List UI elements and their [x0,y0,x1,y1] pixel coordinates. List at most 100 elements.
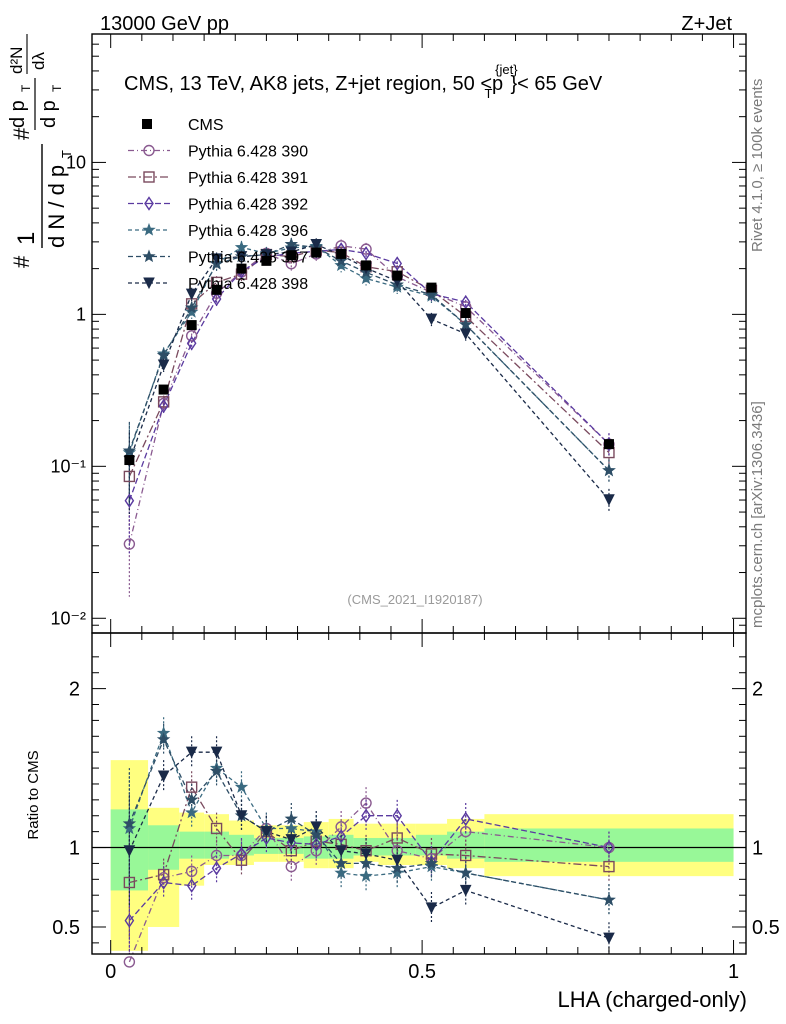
marker-triangle [185,288,198,301]
legend-item-cms: CMS [142,117,224,134]
cms-data-point [311,247,322,258]
marker-triangle [391,854,404,867]
marker-circle [335,821,347,833]
legend-label-cms: CMS [188,117,224,134]
marker-triangle [310,821,323,833]
marker-diamond [124,913,135,928]
marker-diamond [211,291,222,307]
marker-triangle [123,845,136,857]
marker-square [460,849,472,862]
marker-star [458,865,473,879]
marker-triangle [425,902,438,915]
marker-star [142,249,156,263]
ratio-y-axis-label: Ratio to CMS [25,750,42,839]
legend-item-series: Pythia 6.428 397 [128,249,308,267]
chart-title: CMS, 13 TeV, AK8 jets, Z+jet region, 50 … [124,62,603,101]
marker-star [284,811,299,825]
marker-triangle [210,253,223,265]
marker-star [122,443,137,457]
x-tick-label: 0.5 [408,961,436,983]
marker-diamond [186,878,197,893]
marker-star [122,816,137,830]
axes: 10⁻² 10⁻¹ 1 10 0.5 0.5 1 1 2 2 0 0.5 1 [50,33,780,983]
marker-triangle [603,494,615,506]
marker-star [359,271,373,285]
legend-item-series: Pythia 6.428 392 [128,196,308,214]
cms-data-point [124,455,135,466]
marker-diamond [361,808,371,824]
marker-diamond [124,493,135,508]
marker-triangle [185,746,198,759]
marker-diamond [158,398,169,414]
chart-title-main: CMS, 13 TeV, AK8 jets, Z+jet region, 50 … [124,73,492,95]
cms-data-point [361,260,372,271]
marker-diamond [392,808,403,824]
marker-star [142,222,156,236]
series-line-main [128,243,610,501]
series-line-ratio [128,737,610,901]
marker-star [309,827,323,841]
marker-triangle [285,834,298,846]
header-left-label: 13000 GeV pp [100,13,229,35]
y-label-d2n: d²N [7,47,26,74]
y-label-frac2-bot: d p [38,100,60,128]
marker-diamond [460,811,471,827]
marker-star [334,865,348,879]
band-inner [179,831,205,859]
marker-diamond [336,829,346,844]
marker-triangle [260,826,273,838]
ratio-tick-label-right: 0.5 [752,917,780,939]
band-inner [253,837,279,854]
marker-circle [460,825,472,838]
marker-star [156,348,171,362]
cms-data-point [211,284,222,295]
series-line-ratio [128,751,610,939]
mcplots-label: mcplots.cern.ch [arXiv:1306.3436] [749,401,766,628]
marker-diamond [186,335,197,351]
legend-item-series: Pythia 6.428 398 [128,276,308,293]
marker-star [359,856,373,870]
marker-diamond [311,837,322,852]
legend-label: Pythia 6.428 390 [188,144,308,161]
marker-square [157,396,170,408]
ratio-frame [91,632,747,955]
cms-data-point [158,384,169,395]
marker-square [285,845,298,857]
marker-triangle [425,313,438,326]
x-axis-label: LHA (charged-only) [557,987,747,1012]
marker-star [184,300,199,314]
marker-circle [360,797,372,809]
marker-star [122,821,137,835]
cms-data-point [236,263,247,274]
marker-circle [123,538,136,550]
y-tick-label-main: 10⁻¹ [50,456,86,476]
cms-data-point [392,270,403,281]
y-tick-label-main: 1 [76,304,86,324]
legend-label: Pythia 6.428 396 [188,223,308,240]
y-label-dn: d N / d p [44,165,69,248]
legend-label: Pythia 6.428 397 [188,250,308,267]
marker-star [184,304,199,318]
series-line-ratio [128,731,610,901]
marker-triangle [459,884,472,897]
marker-diamond [144,196,154,211]
marker-circle [185,865,198,878]
marker-diamond [361,246,371,261]
cms-data-point [603,439,614,450]
marker-square [123,470,136,483]
legend-label: Pythia 6.428 391 [188,170,308,187]
marker-star [184,805,199,819]
marker-square [603,860,615,873]
y-label-one: 1 [13,232,40,245]
cms-data-point [460,308,471,319]
marker-star [458,317,473,331]
y-tick-label-main: 10 [66,152,86,172]
y-tick-label-main: 10⁻² [50,608,86,628]
y-axis-label: # 1 d N / d p T # d p T d p T d²N dλ [7,34,74,268]
chart-title-p-sub: T [485,86,493,101]
chart-title-p: p [492,73,503,95]
marker-diamond [392,256,403,271]
marker-triangle [235,810,248,822]
marker-square [210,822,223,835]
marker-square [157,868,170,881]
